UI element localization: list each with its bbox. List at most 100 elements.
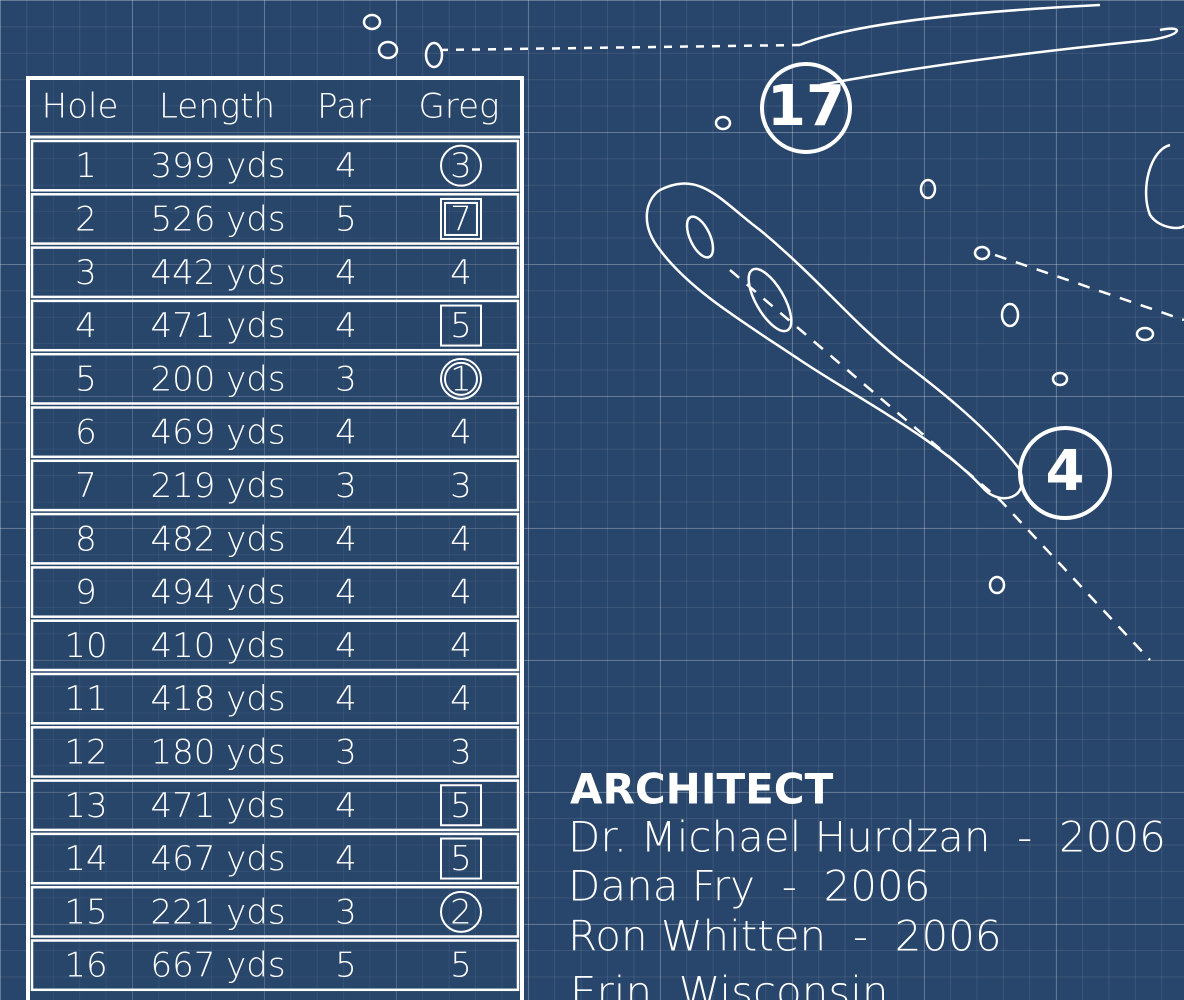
cell: 4 — [335, 413, 357, 453]
score-circle — [444, 361, 478, 396]
score-square — [440, 784, 482, 827]
cell: 526 yds — [150, 199, 285, 239]
cell: 399 yds — [150, 146, 285, 186]
score-square — [440, 197, 482, 240]
cell: 3 — [450, 466, 472, 506]
row-box — [30, 885, 520, 938]
architect-title: ARCHITECT — [570, 765, 834, 814]
row-box — [30, 512, 520, 565]
header-cell: Greg — [419, 87, 500, 127]
score-circle — [440, 890, 482, 933]
cell: 4 — [335, 786, 357, 826]
hole-label: 17 — [767, 74, 845, 139]
row-box — [30, 459, 520, 512]
cell: 4 — [450, 519, 472, 559]
cell: 16 — [64, 946, 107, 986]
cell: 442 yds — [150, 253, 285, 293]
cell: 3 — [335, 732, 357, 772]
cell: 471 yds — [150, 306, 285, 346]
cell: 3 — [335, 892, 357, 932]
row-box — [30, 726, 520, 778]
cell: 14 — [64, 839, 107, 879]
cell: 3 — [450, 732, 472, 772]
cell: 12 — [64, 732, 107, 772]
cell: 4 — [335, 253, 357, 293]
hole-label: 4 — [1046, 439, 1085, 504]
cell: 180 yds — [150, 732, 285, 772]
cell: 3 — [75, 253, 97, 293]
cell: 15 — [64, 892, 107, 932]
score-circle — [440, 357, 482, 400]
cell: 4 — [335, 626, 357, 666]
cell: 7 — [75, 466, 97, 506]
row-box — [30, 939, 520, 992]
cell: 5 — [335, 946, 357, 986]
cell: 1 — [450, 359, 472, 399]
cell: 200 yds — [150, 359, 285, 399]
architect-line: Dana Fry - 2006 — [568, 862, 930, 911]
cell: 219 yds — [150, 466, 285, 506]
row-box — [30, 352, 520, 405]
cell: 7 — [450, 199, 472, 239]
header-cell: Hole — [42, 87, 119, 127]
architect-line: Dr. Michael Hurdzan - 2006 — [568, 813, 1166, 862]
cell: 11 — [64, 679, 107, 719]
score-square — [440, 304, 482, 347]
cell: 4 — [450, 413, 472, 453]
cell: 4 — [450, 626, 472, 666]
cell: 4 — [335, 519, 357, 559]
cell: 9 — [75, 573, 97, 613]
row-box — [30, 139, 520, 192]
header-cell: Par — [317, 87, 371, 127]
cell: 1 — [75, 146, 97, 186]
cell: 4 — [450, 573, 472, 613]
cell: 4 — [75, 306, 97, 346]
cell: 2 — [450, 892, 472, 932]
cell: 418 yds — [150, 679, 285, 719]
cell: 3 — [335, 466, 357, 506]
row-box — [30, 246, 520, 299]
score-square — [440, 837, 482, 880]
row-box — [30, 779, 520, 832]
cell: 6 — [75, 413, 97, 453]
header-cell: Length — [159, 87, 275, 127]
architect-line: Ron Whitten - 2006 — [568, 912, 1002, 961]
cell: 5 — [335, 199, 357, 239]
row-box — [30, 672, 520, 725]
cell: 4 — [450, 253, 472, 293]
cell: 667 yds — [150, 946, 285, 986]
cell: 4 — [335, 839, 357, 879]
cell: 410 yds — [150, 626, 285, 666]
cell: 2 — [75, 199, 97, 239]
cell: 3 — [335, 359, 357, 399]
location: Erin, Wisconsin — [570, 968, 889, 1000]
cell: 4 — [335, 146, 357, 186]
cell: 467 yds — [150, 839, 285, 879]
cell: 4 — [335, 679, 357, 719]
cell: 469 yds — [150, 413, 285, 453]
row-box — [30, 406, 520, 459]
cell: 471 yds — [150, 786, 285, 826]
cell: 10 — [64, 626, 107, 666]
row-box — [30, 566, 520, 618]
score-square — [444, 201, 478, 236]
cell: 4 — [450, 679, 472, 719]
row-box — [30, 193, 520, 245]
cell: 5 — [75, 359, 97, 399]
row-box — [30, 619, 520, 672]
cell: 5 — [450, 306, 472, 346]
score-circle — [440, 144, 482, 187]
cell: 3 — [450, 146, 472, 186]
cell: 221 yds — [150, 892, 285, 932]
cell: 4 — [335, 573, 357, 613]
cell: 8 — [75, 519, 97, 559]
cell: 5 — [450, 839, 472, 879]
cell: 5 — [450, 946, 472, 986]
row-box — [30, 299, 520, 352]
cell: 482 yds — [150, 519, 285, 559]
cell: 13 — [64, 786, 107, 826]
course-drawing — [362, 3, 1184, 661]
table-frame — [26, 76, 524, 1000]
